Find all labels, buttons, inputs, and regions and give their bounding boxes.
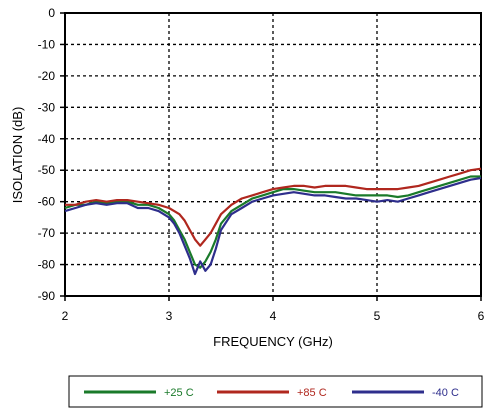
x-axis-label: FREQUENCY (GHz) [213, 334, 333, 349]
legend-label: +85 C [297, 387, 327, 399]
y-axis: 0 -10 -20 -30 -40 -50 -60 -70 -80 -90 [38, 6, 65, 303]
y-tick-label: -50 [38, 163, 56, 177]
legend-label: -40 C [432, 387, 459, 399]
y-tick-label: -80 [38, 258, 56, 272]
series-line-1 [64, 175, 481, 269]
y-tick-label: -30 [38, 100, 56, 114]
y-tick-label: -20 [38, 69, 56, 83]
y-tick-label: -90 [38, 289, 56, 303]
x-tick-label: 2 [62, 309, 69, 323]
x-tick-label: 5 [374, 309, 381, 323]
y-axis-label: ISOLATION (dB) [10, 107, 25, 204]
legend-label: +25 C [164, 387, 194, 399]
x-tick-label: 4 [270, 309, 277, 323]
x-tick-label: 6 [478, 309, 485, 323]
series-line-2 [65, 167, 482, 247]
y-tick-label: -70 [38, 226, 56, 240]
y-tick-label: 0 [48, 6, 55, 20]
y-tick-label: -60 [38, 195, 56, 209]
series-line-3 [64, 177, 482, 276]
grid [65, 13, 481, 296]
y-tick-label: -10 [38, 37, 56, 51]
legend: +25 C +85 C -40 C [84, 387, 459, 399]
x-tick-label: 3 [166, 309, 173, 323]
series-lines [64, 167, 482, 276]
x-axis: 2 3 4 5 6 [62, 296, 485, 323]
y-tick-label: -40 [38, 132, 56, 146]
